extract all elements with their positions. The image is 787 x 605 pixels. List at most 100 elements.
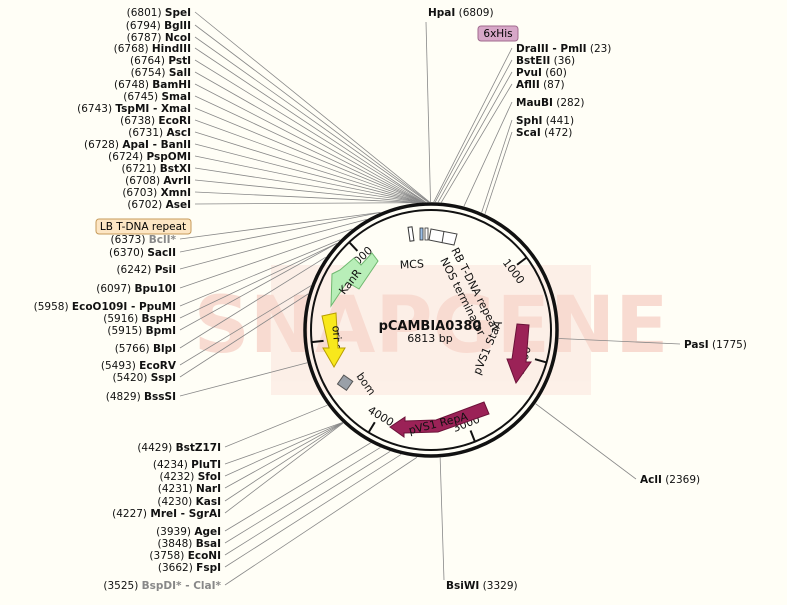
site-leader-line (224, 442, 371, 532)
restriction-site-label: (6724) PspOMI (108, 151, 191, 163)
site-leader-line (179, 243, 337, 331)
site-leader-line (558, 338, 681, 345)
restriction-site-label: BstEII (36) (516, 55, 575, 67)
site-leader-line (433, 47, 513, 203)
site-leader-line (437, 71, 513, 203)
site-name: KasI (196, 496, 221, 508)
restriction-site-label: ScaI (472) (516, 127, 572, 139)
site-position: (4227) (112, 508, 150, 520)
site-position: (60) (542, 67, 567, 79)
site-position: (6809) (455, 7, 493, 19)
site-position: (4429) (137, 442, 175, 454)
site-position: (6787) (127, 32, 165, 44)
site-leader-line (194, 191, 419, 204)
site-position: (472) (541, 127, 573, 139)
site-leader-line (179, 212, 381, 253)
site-leader-line (481, 119, 513, 213)
restriction-site-label: SphI (441) (516, 115, 574, 127)
site-position: (6745) (123, 91, 161, 103)
his-tag-label: 6xHis (483, 28, 512, 40)
site-position: (5915) (107, 325, 145, 337)
ori-label: ori (329, 325, 343, 340)
site-leader-line (535, 403, 637, 480)
site-name: AgeI (194, 526, 221, 538)
site-position: (3848) (157, 538, 195, 550)
site-name: AflII (516, 79, 540, 91)
site-leader-line (179, 218, 367, 270)
site-leader-line (440, 83, 513, 203)
site-name: BclI* (149, 234, 177, 246)
site-name: SalI (169, 67, 191, 79)
site-name: EcoRV (139, 360, 177, 372)
site-leader-line (484, 131, 513, 215)
restriction-site-label: (4232) SfoI (159, 471, 221, 483)
site-position: (6721) (121, 163, 159, 175)
site-name: BstZ17I (176, 442, 221, 454)
site-position: (2369) (662, 474, 700, 486)
site-leader-line (434, 59, 513, 203)
site-name: EcoO109I - PpuMI (72, 301, 176, 313)
backbone-inner (310, 209, 552, 451)
pvs1-staa-arrow (506, 323, 532, 385)
tick-mark (469, 430, 476, 443)
bom-marker (336, 374, 354, 392)
site-position: (6373) (111, 234, 149, 246)
site-position: (4829) (106, 391, 144, 403)
restriction-site-label: (5958) EcoO109I - PpuMI (34, 301, 176, 313)
site-leader-line (194, 47, 426, 203)
site-name: ScaI (516, 127, 541, 139)
restriction-site-label: (6731) AscI (128, 127, 191, 139)
site-position: (6702) (127, 199, 165, 211)
mcs-label: MCS (399, 257, 424, 271)
restriction-site-label: AclI (2369) (640, 474, 700, 486)
site-leader-line (194, 11, 430, 203)
backbone-outer (303, 202, 559, 458)
site-name: Bpu10I (134, 283, 176, 295)
site-leader-line (224, 422, 343, 489)
site-leader-line (425, 21, 431, 203)
site-name: SpeI (165, 7, 191, 19)
site-leader-line (224, 456, 418, 586)
restriction-site-label: (6768) HindIII (114, 43, 191, 55)
site-name: NcoI (165, 32, 191, 44)
site-position: (6743) (77, 103, 115, 115)
site-position: (6370) (109, 247, 147, 259)
site-position: (282) (553, 97, 585, 109)
site-name: BstEII (516, 55, 550, 67)
site-name: SacII (147, 247, 176, 259)
site-name: BstXI (160, 163, 191, 175)
restriction-site-label: (6794) BglII (126, 20, 191, 32)
restriction-site-label: (5766) BlpI (115, 343, 176, 355)
site-position: (6754) (131, 67, 169, 79)
site-name: PasI (684, 339, 709, 351)
tick-mark (516, 256, 528, 266)
site-leader-line (224, 422, 343, 465)
restriction-site-label: (6787) NcoI (127, 32, 191, 44)
site-leader-line (179, 228, 353, 289)
site-position: (6794) (126, 20, 164, 32)
site-name: BglII (164, 20, 191, 32)
restriction-site-label: (4429) BstZ17I (137, 442, 221, 454)
site-name: SmaI (162, 91, 192, 103)
restriction-site-label: (4829) BssSI (106, 391, 176, 403)
site-position: (5916) (103, 313, 141, 325)
restriction-site-label: (4230) KasI (157, 496, 221, 508)
restriction-site-label: (6738) EcoRI (120, 115, 191, 127)
restriction-site-label: (5915) BpmI (107, 325, 176, 337)
restriction-site-label: (3662) FspI (158, 562, 221, 574)
site-name: AclI (640, 474, 662, 486)
site-name: BlpI (153, 343, 176, 355)
restriction-site-label: (6754) SalI (131, 67, 191, 79)
pvs1-repa-arrow (389, 401, 490, 438)
tick-mark (348, 241, 359, 252)
site-position: (441) (542, 115, 574, 127)
his-tag-marker (419, 227, 424, 241)
his-tag-box: 6xHis (477, 25, 519, 42)
site-position: (6708) (125, 175, 163, 187)
site-name: BsaI (196, 538, 221, 550)
site-name: EcoNI (188, 550, 221, 562)
site-position: (3939) (156, 526, 194, 538)
restriction-site-label: (6764) PstI (130, 55, 191, 67)
site-name: PvuI (516, 67, 542, 79)
site-leader-line (224, 447, 381, 544)
